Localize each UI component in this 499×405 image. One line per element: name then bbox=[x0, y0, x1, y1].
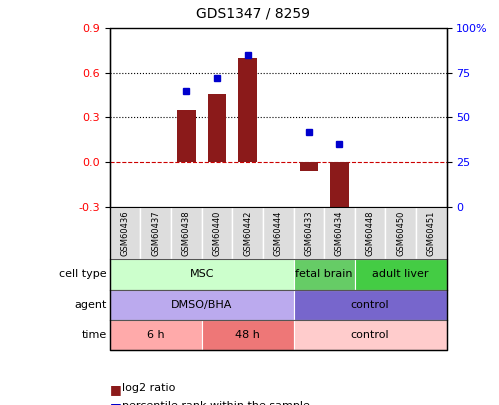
Text: DMSO/BHA: DMSO/BHA bbox=[171, 300, 233, 310]
Text: percentile rank within the sample: percentile rank within the sample bbox=[122, 401, 310, 405]
Text: cell type: cell type bbox=[59, 269, 107, 279]
FancyBboxPatch shape bbox=[293, 290, 447, 320]
Text: log2 ratio: log2 ratio bbox=[122, 383, 176, 393]
Bar bbox=[330, 162, 349, 218]
Text: GSM60448: GSM60448 bbox=[366, 210, 375, 256]
FancyBboxPatch shape bbox=[355, 259, 447, 290]
Text: ■: ■ bbox=[110, 401, 122, 405]
FancyBboxPatch shape bbox=[110, 259, 293, 290]
Text: 48 h: 48 h bbox=[235, 330, 260, 340]
Bar bbox=[208, 94, 226, 162]
Bar bbox=[239, 58, 257, 162]
Text: GDS1347 / 8259: GDS1347 / 8259 bbox=[196, 6, 310, 20]
FancyBboxPatch shape bbox=[232, 207, 263, 259]
Text: agent: agent bbox=[74, 300, 107, 310]
FancyBboxPatch shape bbox=[202, 320, 293, 350]
Text: GSM60442: GSM60442 bbox=[243, 210, 252, 256]
Text: GSM60438: GSM60438 bbox=[182, 210, 191, 256]
FancyBboxPatch shape bbox=[293, 207, 324, 259]
Text: control: control bbox=[351, 300, 389, 310]
Text: GSM60433: GSM60433 bbox=[304, 210, 313, 256]
Text: GSM60436: GSM60436 bbox=[121, 210, 130, 256]
Text: 6 h: 6 h bbox=[147, 330, 165, 340]
FancyBboxPatch shape bbox=[385, 207, 416, 259]
FancyBboxPatch shape bbox=[416, 207, 447, 259]
FancyBboxPatch shape bbox=[324, 207, 355, 259]
Text: ■: ■ bbox=[110, 383, 122, 396]
Text: control: control bbox=[351, 330, 389, 340]
Text: time: time bbox=[81, 330, 107, 340]
Text: GSM60434: GSM60434 bbox=[335, 210, 344, 256]
FancyBboxPatch shape bbox=[140, 207, 171, 259]
Text: GSM60450: GSM60450 bbox=[396, 210, 405, 256]
FancyBboxPatch shape bbox=[110, 207, 140, 259]
Text: GSM60440: GSM60440 bbox=[213, 210, 222, 256]
FancyBboxPatch shape bbox=[110, 320, 202, 350]
FancyBboxPatch shape bbox=[293, 259, 355, 290]
Text: adult liver: adult liver bbox=[372, 269, 429, 279]
FancyBboxPatch shape bbox=[293, 320, 447, 350]
Bar bbox=[299, 162, 318, 171]
FancyBboxPatch shape bbox=[110, 290, 293, 320]
Text: GSM60451: GSM60451 bbox=[427, 210, 436, 256]
Bar bbox=[177, 110, 196, 162]
FancyBboxPatch shape bbox=[263, 207, 293, 259]
Text: GSM60444: GSM60444 bbox=[273, 210, 283, 256]
FancyBboxPatch shape bbox=[355, 207, 385, 259]
Text: fetal brain: fetal brain bbox=[295, 269, 353, 279]
Text: GSM60437: GSM60437 bbox=[151, 210, 160, 256]
Text: MSC: MSC bbox=[190, 269, 214, 279]
FancyBboxPatch shape bbox=[202, 207, 232, 259]
FancyBboxPatch shape bbox=[171, 207, 202, 259]
